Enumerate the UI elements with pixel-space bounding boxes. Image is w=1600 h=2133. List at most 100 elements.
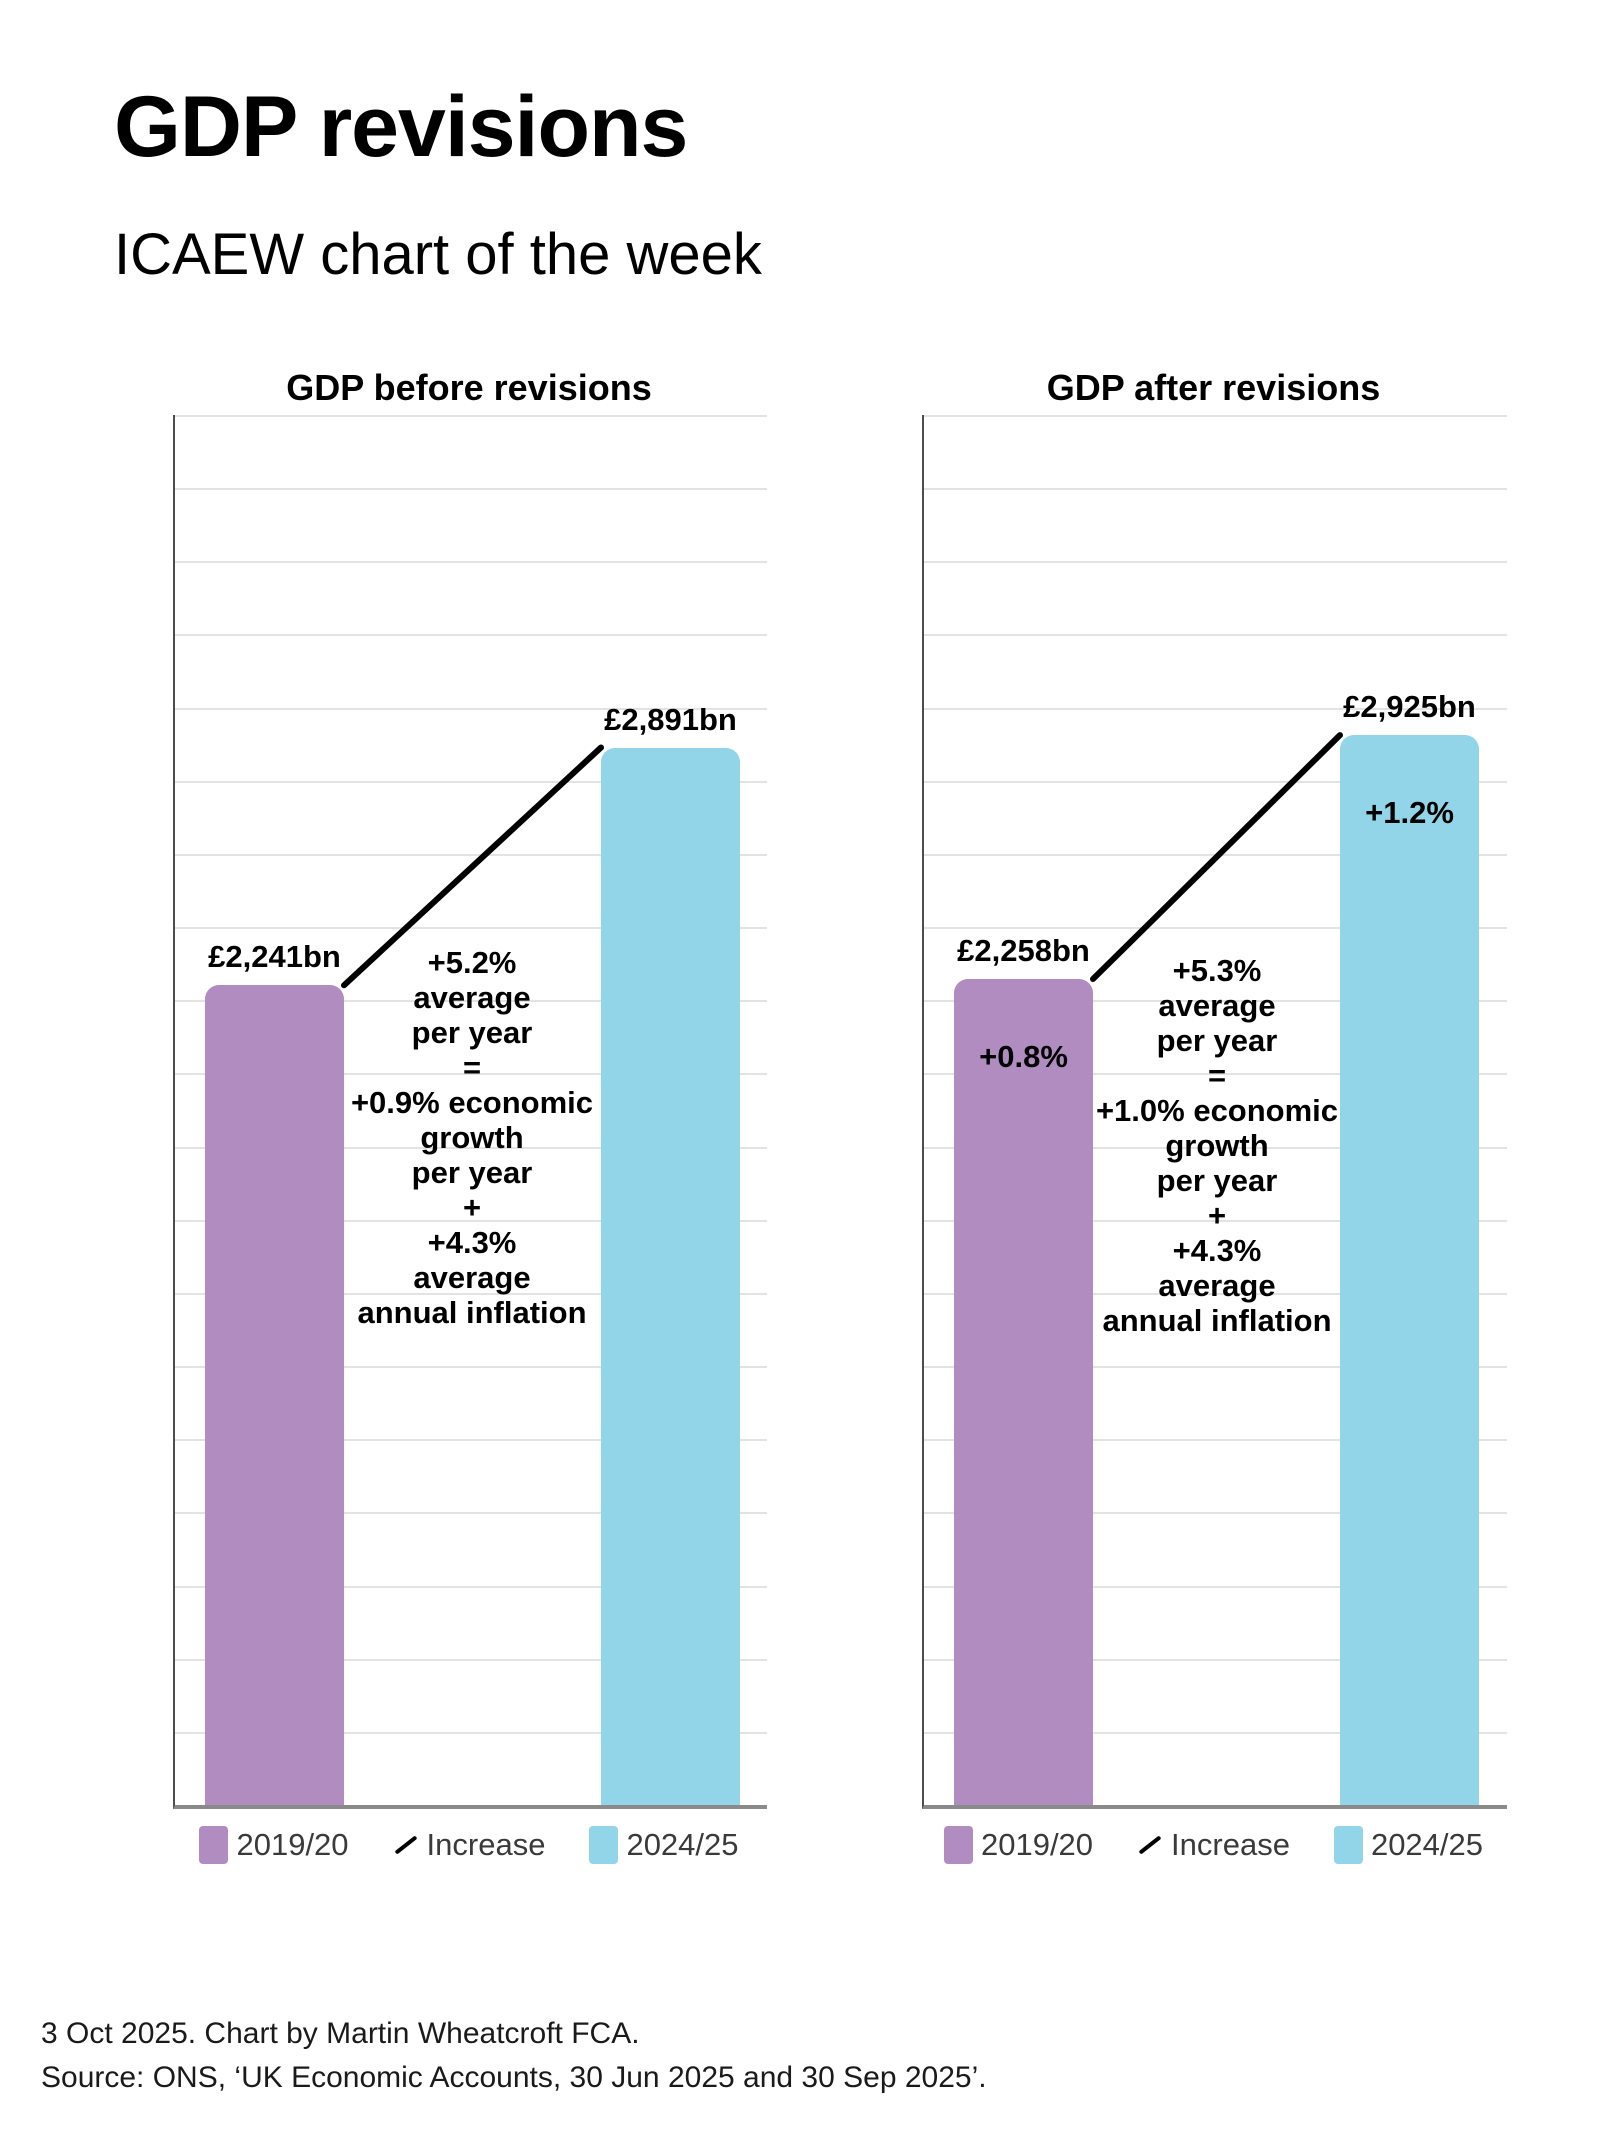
- gridline: [924, 634, 1507, 637]
- gridline: [175, 1658, 767, 1661]
- legend-swatch: [589, 1826, 619, 1864]
- gridline: [175, 1585, 767, 1588]
- gridline: [924, 1000, 1507, 1003]
- gridline: [175, 561, 767, 564]
- legend-swatch: [1333, 1826, 1363, 1864]
- bar-value-label: £2,241bn: [208, 939, 341, 975]
- bar-value-label: £2,258bn: [957, 933, 1090, 969]
- annotation-line: +: [462, 1190, 482, 1225]
- annotation-line: +5.2%: [427, 945, 517, 980]
- legend-swatch: [943, 1826, 973, 1864]
- legend-item-increase: Increase: [393, 1827, 546, 1863]
- annotation-line: per year: [1156, 1023, 1278, 1058]
- annotation-line: growth: [1165, 1128, 1269, 1163]
- annotation-line: average: [1158, 1268, 1276, 1303]
- page-title: GDP revisions: [114, 79, 688, 175]
- annotation-line: per year: [1156, 1163, 1278, 1198]
- gridline: [175, 853, 767, 856]
- gridline: [924, 1366, 1507, 1369]
- annotation-line: +5.3%: [1172, 953, 1262, 988]
- gridline: [924, 1658, 1507, 1661]
- gridline: [924, 488, 1507, 491]
- legend-item-2024-25: 2024/25: [589, 1826, 739, 1864]
- gridline: [924, 415, 1507, 417]
- annotation-line: +0.9% economic: [350, 1085, 594, 1120]
- gridline: [175, 780, 767, 783]
- bar-value-label: £2,925bn: [1343, 689, 1476, 725]
- gridline: [924, 780, 1507, 783]
- legend-label: 2024/25: [1370, 1827, 1484, 1862]
- annotation-line: =: [1207, 1058, 1227, 1093]
- annotation-line: +1.0% economic: [1095, 1093, 1339, 1128]
- gridline: [175, 1439, 767, 1442]
- gridline: [924, 1219, 1507, 1222]
- footer-source: Source: ONS, ‘UK Economic Accounts, 30 J…: [41, 2061, 987, 2094]
- legend-item-2019-20: 2019/20: [199, 1826, 349, 1864]
- chart-title-before: GDP before revisions: [286, 367, 652, 408]
- gridline: [175, 488, 767, 491]
- gridline: [175, 1731, 767, 1734]
- gridline: [175, 1073, 767, 1076]
- annotation-line: +4.3%: [1172, 1233, 1262, 1268]
- legend-label: 2019/20: [236, 1827, 349, 1862]
- annotation-line: per year: [411, 1155, 533, 1190]
- chart-title-after: GDP after revisions: [1046, 367, 1381, 408]
- annotation-line: average: [1158, 988, 1276, 1023]
- bar-2024-25: [1340, 735, 1479, 1805]
- annotation-line: growth: [420, 1120, 524, 1155]
- gridline: [924, 1512, 1507, 1515]
- legend-label: Increase: [1171, 1827, 1290, 1862]
- gridline: [924, 561, 1507, 564]
- gridline: [924, 1731, 1507, 1734]
- in-bar-change-label: +1.2%: [1365, 795, 1454, 831]
- legend-item-2024-25: 2024/25: [1333, 1826, 1484, 1864]
- gridline: [175, 1292, 767, 1295]
- bar-2019-20: [954, 979, 1093, 1805]
- gridline: [175, 1000, 767, 1003]
- legend-item-increase: Increase: [1137, 1827, 1290, 1863]
- annotation-line: annual inflation: [357, 1295, 587, 1330]
- gridline: [924, 707, 1507, 710]
- annotation-line: annual inflation: [1102, 1303, 1332, 1338]
- increase-line: [341, 744, 604, 989]
- plot-area-before: £2,241bn £2,891bn +5.2% average per year = +0.…: [173, 415, 767, 1809]
- growth-annotation: +5.2% average per year = +0.9% economic growt…: [351, 945, 593, 1330]
- gridline: [175, 707, 767, 710]
- annotation-line: average: [413, 980, 531, 1015]
- gridline: [175, 1366, 767, 1369]
- page-subtitle: ICAEW chart of the week: [114, 222, 762, 287]
- annotation-line: average: [413, 1260, 531, 1295]
- growth-annotation: +5.3% average per year = +1.0% economic growt…: [1096, 953, 1338, 1338]
- gridline: [175, 1512, 767, 1515]
- increase-line-swatch: [1138, 1835, 1162, 1855]
- bar-value-label: £2,891bn: [604, 701, 737, 737]
- legend-label: 2019/20: [980, 1827, 1094, 1862]
- gridline: [924, 1073, 1507, 1076]
- gridline: [175, 927, 767, 930]
- gridline: [924, 1292, 1507, 1295]
- annotation-line: +: [1207, 1198, 1227, 1233]
- gridline: [924, 1585, 1507, 1588]
- annotation-line: =: [462, 1050, 482, 1085]
- gridline: [924, 1146, 1507, 1149]
- legend-item-2019-20: 2019/20: [943, 1826, 1094, 1864]
- legend-before: 2019/20 Increase 2024/25: [173, 1826, 765, 1864]
- plot-area-after: £2,258bn +0.8% £2,925bn +1.2% +5.3% average pe…: [922, 415, 1507, 1809]
- gridline: [175, 634, 767, 637]
- gridline: [924, 927, 1507, 930]
- in-bar-change-label: +0.8%: [979, 1039, 1068, 1075]
- gridline: [175, 1219, 767, 1222]
- annotation-line: per year: [411, 1015, 533, 1050]
- legend-swatch: [199, 1826, 229, 1864]
- annotation-line: +4.3%: [427, 1225, 517, 1260]
- bar-2024-25: [601, 747, 740, 1805]
- legend-label: 2024/25: [626, 1827, 739, 1862]
- footer: 3 Oct 2025. Chart by Martin Wheatcroft F…: [41, 2012, 987, 2100]
- gridline: [175, 415, 767, 417]
- legend-after: 2019/20 Increase 2024/25: [922, 1826, 1505, 1864]
- footer-credit: 3 Oct 2025. Chart by Martin Wheatcroft F…: [41, 2017, 640, 2050]
- gridline: [175, 1146, 767, 1149]
- increase-line-swatch: [394, 1835, 418, 1855]
- legend-label: Increase: [426, 1827, 546, 1862]
- increase-line: [1090, 732, 1343, 983]
